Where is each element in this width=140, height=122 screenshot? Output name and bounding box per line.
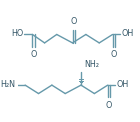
- Text: NH₂: NH₂: [84, 60, 99, 69]
- Text: OH: OH: [122, 29, 134, 38]
- Text: O: O: [106, 101, 112, 110]
- Text: O: O: [110, 50, 117, 59]
- Text: OH: OH: [117, 80, 129, 89]
- Text: O: O: [30, 50, 37, 59]
- Text: O: O: [70, 17, 77, 26]
- Text: H₂N: H₂N: [0, 80, 15, 89]
- Text: HO: HO: [11, 29, 23, 38]
